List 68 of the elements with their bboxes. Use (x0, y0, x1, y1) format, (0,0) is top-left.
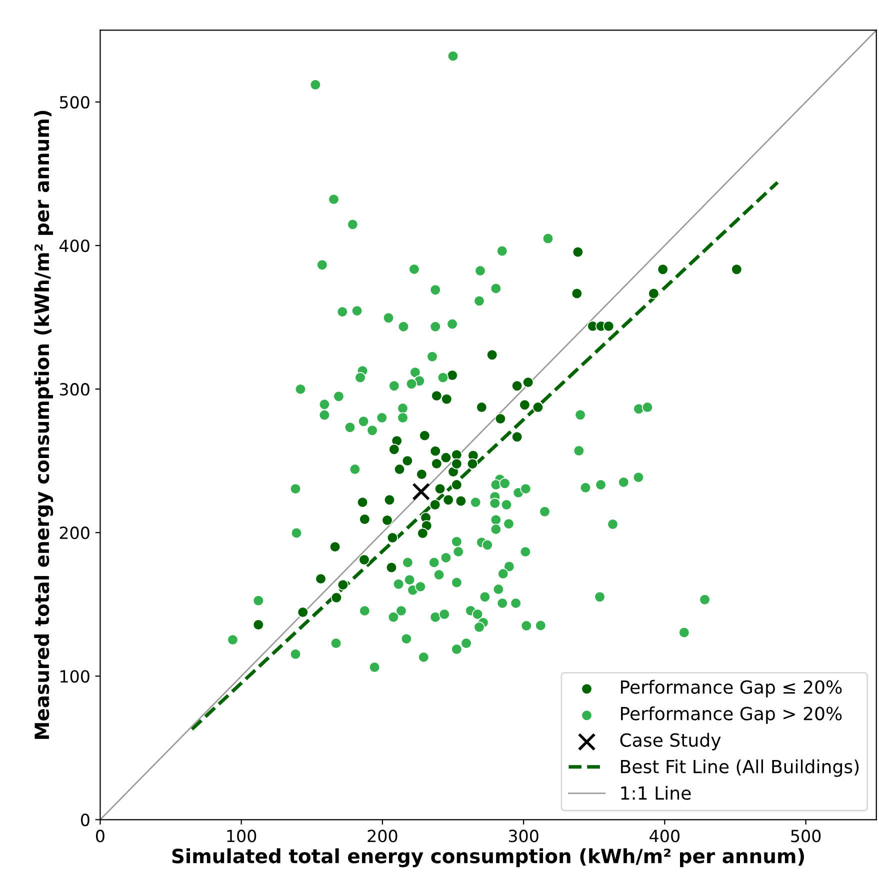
point (431, 390, 442, 402)
point (430, 445, 441, 457)
point (451, 479, 462, 490)
point (603, 320, 614, 332)
point (657, 264, 668, 275)
point (522, 376, 534, 388)
point (386, 532, 398, 544)
point (382, 514, 393, 526)
point (359, 514, 370, 525)
point (430, 499, 441, 510)
y-tick-label: 0 (80, 814, 90, 826)
point (386, 562, 398, 574)
y-tick-label: 400 (59, 239, 90, 252)
point (532, 402, 544, 413)
point (434, 483, 446, 494)
point (412, 482, 430, 501)
y-tick-label: 300 (60, 383, 90, 396)
point (512, 431, 523, 442)
y-tick-label: 200 (60, 526, 90, 540)
point (731, 264, 742, 275)
y-axis-title: Measured total energy consumption (kWh/m² per annum) (34, 110, 54, 739)
y-tick-label: 100 (60, 670, 90, 683)
x-tick-label: 400 (650, 830, 680, 842)
point (451, 449, 462, 460)
point (571, 288, 582, 300)
legend-label: 1:1 Line (621, 786, 691, 800)
point (572, 246, 584, 258)
point (446, 370, 458, 381)
point (330, 592, 342, 604)
point (442, 494, 454, 506)
point (419, 430, 430, 442)
point (486, 349, 498, 360)
point (329, 541, 341, 552)
point (252, 619, 264, 630)
x-tick-label: 100 (227, 830, 256, 842)
legend-label: Performance Gap ≤ 20% (621, 680, 842, 698)
point (441, 394, 452, 405)
legend-label: Best Fit Line (All Buildings) (621, 759, 859, 777)
x-tick-label: 500 (791, 830, 821, 842)
legend-label: Performance Gap > 20% (621, 706, 842, 724)
y-tick-label: 500 (60, 96, 90, 109)
point (388, 444, 400, 455)
point (394, 464, 406, 475)
x-axis-title: Simulated total energy consumption (kWh/m² per annum) (172, 848, 804, 868)
point (297, 606, 308, 618)
point (416, 468, 428, 480)
x-tick-label: 0 (96, 830, 104, 842)
point (417, 528, 428, 539)
point (315, 573, 326, 584)
point (512, 380, 523, 392)
point (648, 288, 660, 300)
point (384, 494, 396, 506)
point (431, 458, 442, 470)
point (455, 495, 466, 507)
legend-label: Case Study (620, 732, 721, 750)
point (440, 452, 452, 464)
point (337, 579, 348, 590)
point (519, 399, 530, 410)
point (391, 435, 402, 446)
point (356, 496, 368, 508)
point (466, 458, 478, 470)
point (451, 458, 462, 470)
point (358, 554, 370, 566)
point (476, 402, 488, 413)
point (402, 455, 413, 466)
x-tick-label: 200 (368, 830, 398, 842)
x-tick-label: 300 (508, 830, 538, 842)
point (494, 413, 506, 424)
